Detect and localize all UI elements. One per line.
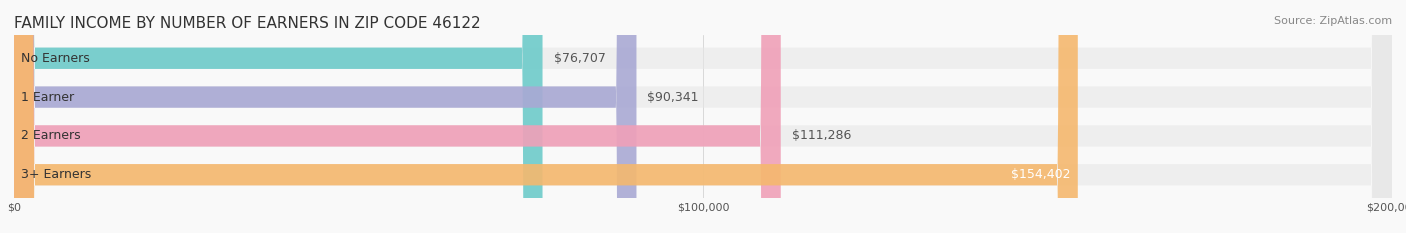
Text: $154,402: $154,402 [1011,168,1071,181]
FancyBboxPatch shape [14,0,780,233]
FancyBboxPatch shape [14,0,1392,233]
FancyBboxPatch shape [14,0,1078,233]
Text: 1 Earner: 1 Earner [21,91,75,104]
Text: Source: ZipAtlas.com: Source: ZipAtlas.com [1274,16,1392,26]
Text: FAMILY INCOME BY NUMBER OF EARNERS IN ZIP CODE 46122: FAMILY INCOME BY NUMBER OF EARNERS IN ZI… [14,16,481,31]
FancyBboxPatch shape [14,0,1392,233]
Text: 2 Earners: 2 Earners [21,129,80,142]
Text: $111,286: $111,286 [792,129,851,142]
Text: 3+ Earners: 3+ Earners [21,168,91,181]
Text: $76,707: $76,707 [554,52,606,65]
FancyBboxPatch shape [14,0,637,233]
FancyBboxPatch shape [14,0,1392,233]
Text: No Earners: No Earners [21,52,90,65]
FancyBboxPatch shape [14,0,1392,233]
Text: $90,341: $90,341 [648,91,699,104]
FancyBboxPatch shape [14,0,543,233]
